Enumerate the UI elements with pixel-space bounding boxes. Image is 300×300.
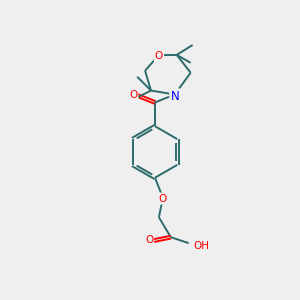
Text: N: N (170, 89, 179, 103)
Text: O: O (159, 194, 167, 204)
Text: O: O (129, 89, 137, 100)
Text: OH: OH (194, 241, 210, 251)
Text: O: O (155, 51, 163, 61)
Text: O: O (145, 235, 153, 245)
